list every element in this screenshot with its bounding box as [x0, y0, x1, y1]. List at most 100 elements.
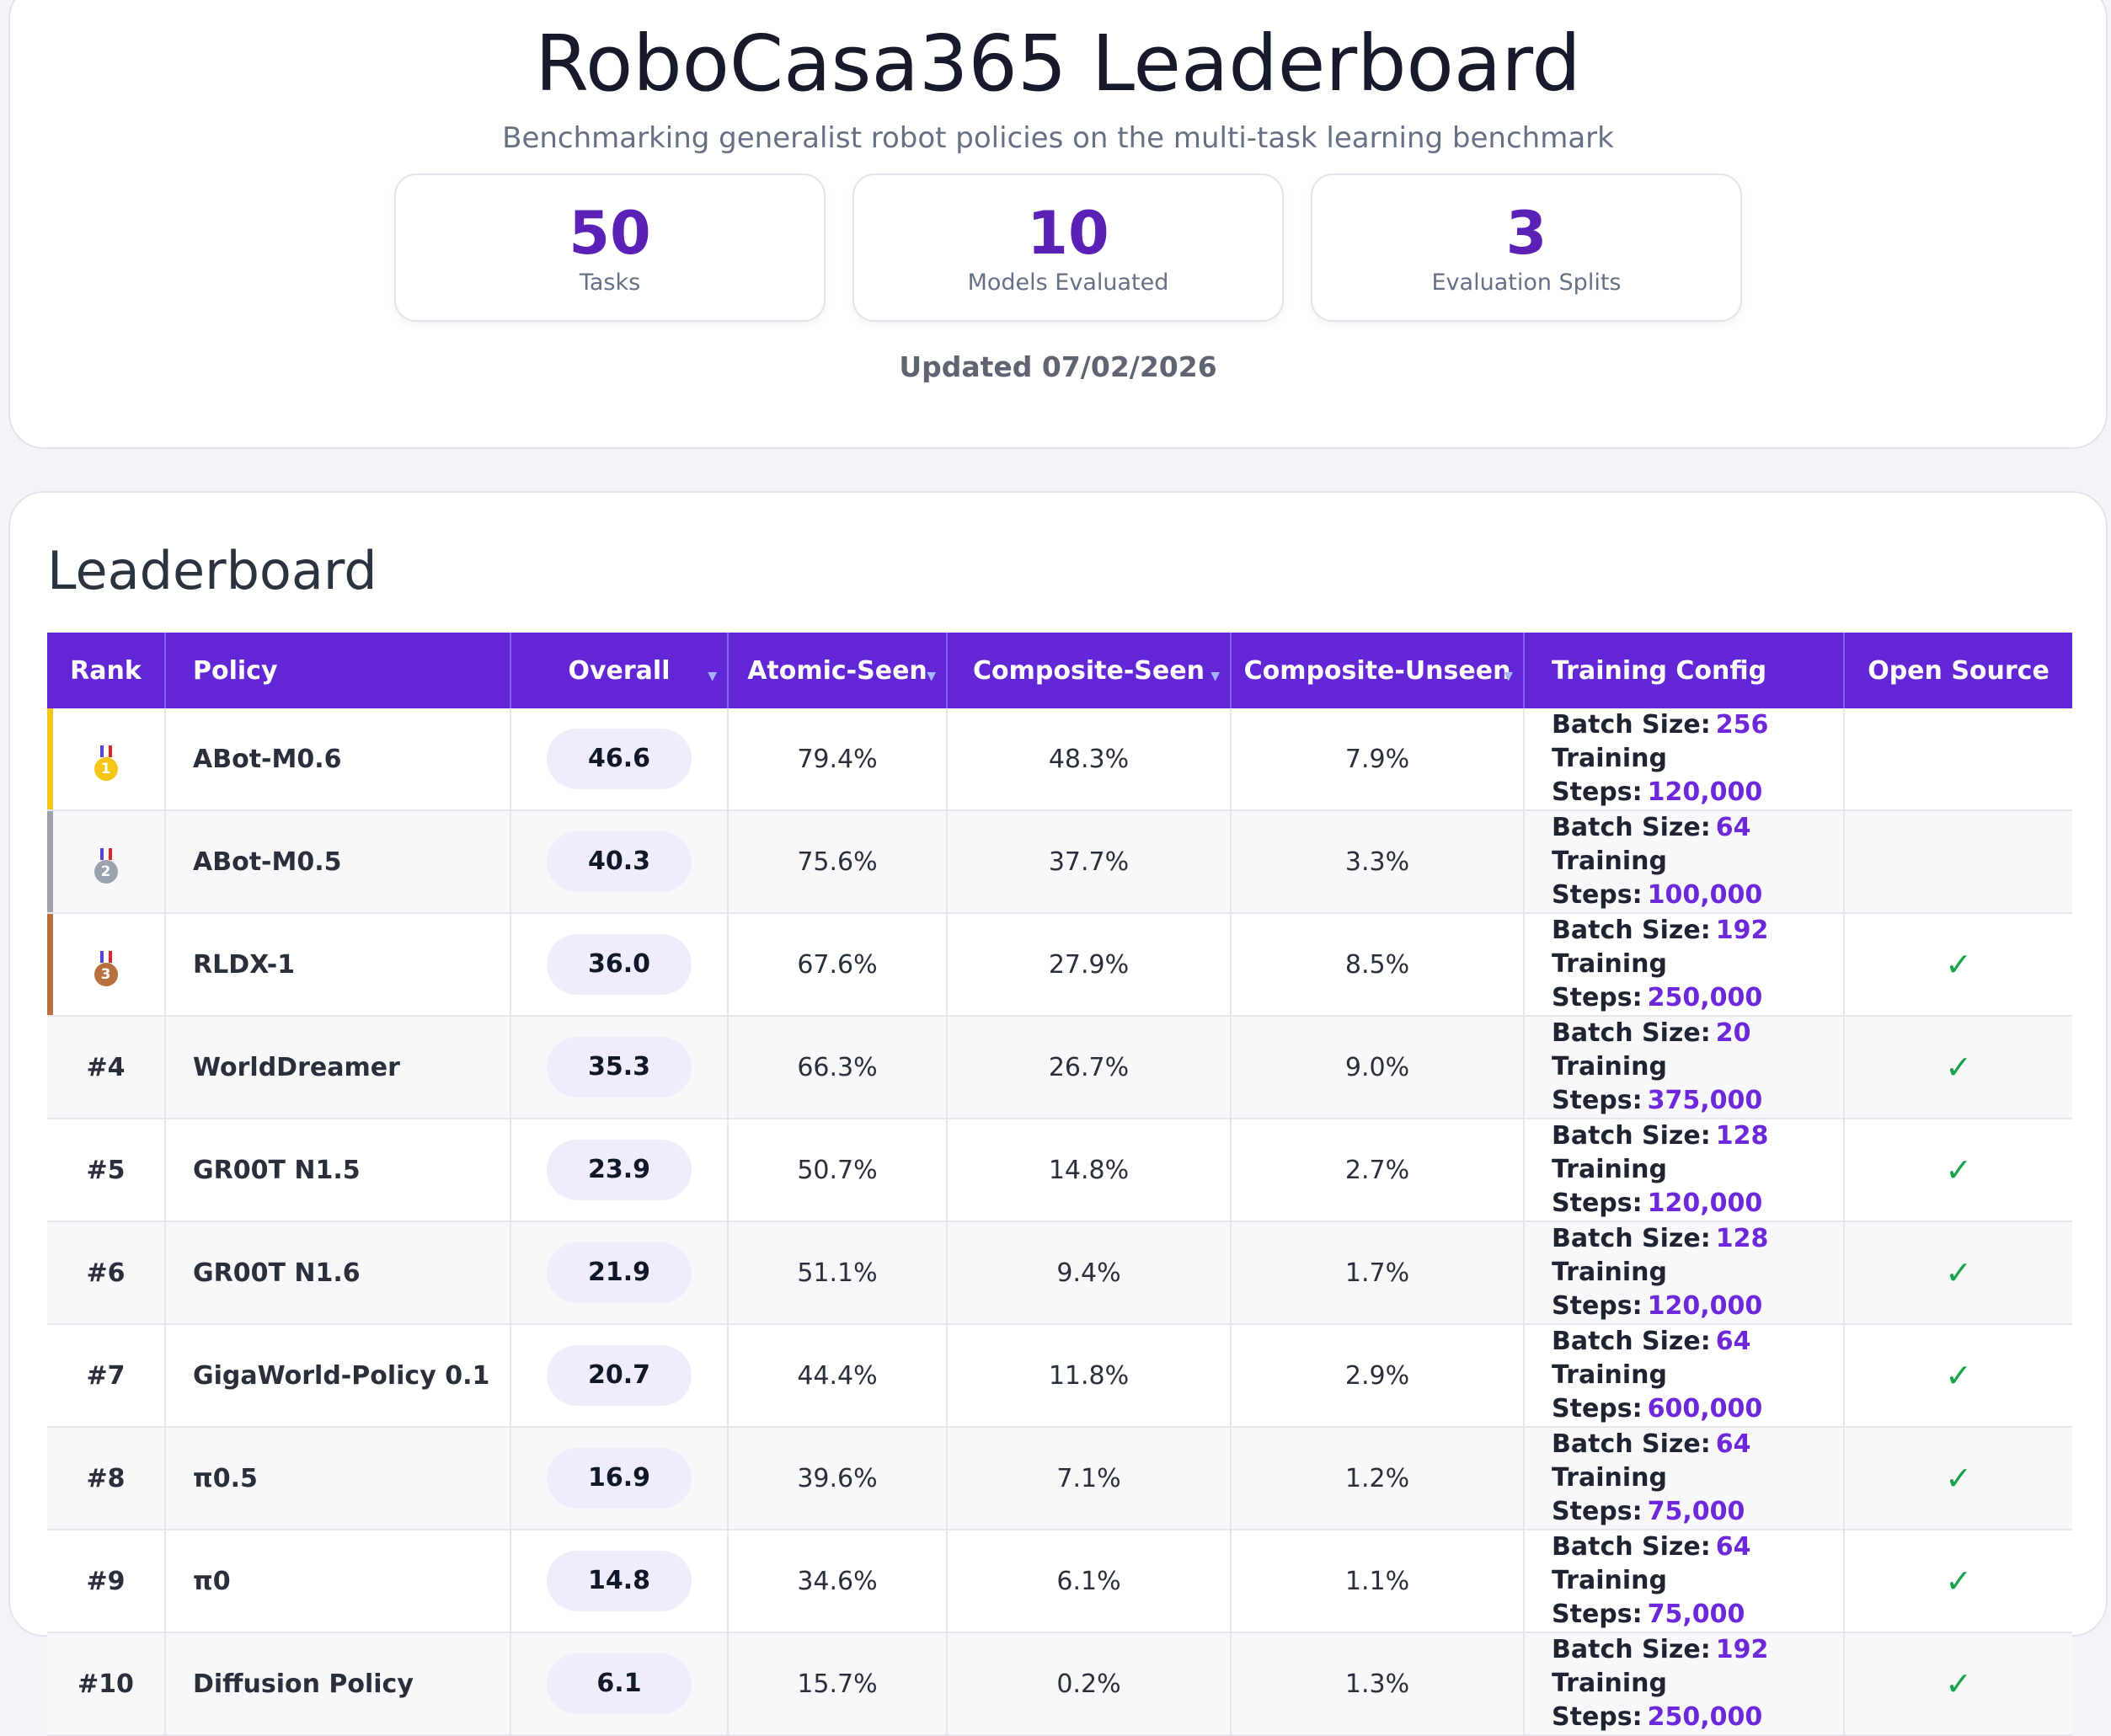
table-row[interactable]: #9 π0 14.8 34.6% 6.1% 1.1% Batch Size: 64 Traini…: [47, 1530, 2072, 1633]
policy-name[interactable]: π0: [165, 1530, 511, 1633]
stat-label: Evaluation Splits: [1431, 270, 1622, 296]
composite-seen-cell: 6.1%: [947, 1530, 1232, 1633]
sort-icon[interactable]: ▼: [927, 670, 936, 683]
policy-name[interactable]: GigaWorld-Policy 0.1: [165, 1324, 511, 1428]
open-source-cell: [1844, 708, 2072, 811]
column-header-policy: Policy: [165, 633, 511, 708]
leaderboard-table: Rank Policy Overall ▼ Atomic-Seen ▼ Comp…: [47, 633, 2072, 1736]
table-row[interactable]: 2 ABot-M0.5 40.3 75.6% 37.7% 3.3% Batch Size: 6…: [47, 810, 2072, 914]
batch-size-value: 64: [1715, 1532, 1751, 1562]
overall-score-badge: 14.8: [547, 1551, 692, 1611]
policy-name[interactable]: WorldDreamer: [165, 1016, 511, 1119]
batch-size-value: 64: [1715, 1429, 1751, 1459]
batch-size-label: Batch Size:: [1552, 813, 1711, 842]
overall-score-badge: 36.0: [547, 934, 692, 995]
medal-rank-number: 3: [100, 966, 111, 983]
column-header-label: Composite-Seen: [973, 655, 1205, 686]
sort-desc-icon[interactable]: ▼: [708, 670, 717, 683]
training-steps-line: Training Steps: 600,000: [1552, 1359, 1843, 1426]
stat-value: 50: [569, 199, 651, 268]
rank-accent-bar: [47, 914, 53, 1015]
rank-cell: 3: [47, 913, 166, 1017]
overall-cell: 35.3: [510, 1016, 729, 1119]
column-header-open-source: Open Source: [1844, 633, 2072, 708]
table-row[interactable]: #8 π0.5 16.9 39.6% 7.1% 1.2% Batch Size: 64 Trai…: [47, 1427, 2072, 1530]
overall-score-badge: 40.3: [547, 831, 692, 892]
batch-size-value: 128: [1715, 1224, 1769, 1253]
atomic-seen-cell: 50.7%: [728, 1119, 948, 1222]
checkmark-icon: ✓: [1945, 1357, 1972, 1394]
training-config-cell: Batch Size: 64 Training Steps: 100,000: [1524, 810, 1845, 914]
composite-unseen-cell: 3.3%: [1231, 810, 1525, 914]
header-card: RoboCasa365 Leaderboard Benchmarking gen…: [8, 0, 2108, 449]
table-row[interactable]: #10 Diffusion Policy 6.1 15.7% 0.2% 1.3% Batch…: [47, 1632, 2072, 1736]
composite-seen-cell: 27.9%: [947, 913, 1232, 1017]
column-header-composite-unseen[interactable]: Composite-Unseen ▼: [1231, 633, 1525, 708]
table-row[interactable]: #7 GigaWorld-Policy 0.1 20.7 44.4% 11.8% 2.9%…: [47, 1324, 2072, 1428]
batch-size-line: Batch Size: 192: [1552, 914, 1843, 948]
column-header-label: Overall: [568, 655, 671, 686]
overall-cell: 23.9: [510, 1119, 729, 1222]
composite-unseen-cell: 2.7%: [1231, 1119, 1525, 1222]
composite-unseen-cell: 9.0%: [1231, 1016, 1525, 1119]
sort-icon[interactable]: ▼: [1210, 670, 1220, 683]
policy-name[interactable]: GR00T N1.6: [165, 1221, 511, 1325]
batch-size-value: 192: [1715, 1635, 1769, 1664]
leaderboard-card: Leaderboard Rank Policy Overall ▼ Atomic…: [8, 491, 2108, 1736]
batch-size-line: Batch Size: 64: [1552, 1428, 1843, 1461]
policy-name[interactable]: ABot-M0.5: [165, 810, 511, 914]
sort-icon[interactable]: ▼: [1504, 670, 1513, 683]
batch-size-label: Batch Size:: [1552, 1327, 1711, 1356]
stat-card-models: 10 Models Evaluated: [852, 174, 1284, 322]
atomic-seen-cell: 39.6%: [728, 1427, 948, 1530]
composite-unseen-cell: 1.2%: [1231, 1427, 1525, 1530]
training-steps-line: Training Steps: 75,000: [1552, 1564, 1843, 1632]
overall-cell: 46.6: [510, 708, 729, 811]
batch-size-value: 256: [1715, 710, 1769, 740]
medal-ribbon: [99, 951, 112, 963]
policy-name[interactable]: π0.5: [165, 1427, 511, 1530]
updated-date: Updated 07/02/2026: [899, 350, 1217, 383]
column-header-composite-seen[interactable]: Composite-Seen ▼: [947, 633, 1232, 708]
column-header-atomic-seen[interactable]: Atomic-Seen ▼: [728, 633, 948, 708]
table-row[interactable]: #4 WorldDreamer 35.3 66.3% 26.7% 9.0% Batch Si…: [47, 1016, 2072, 1119]
table-row[interactable]: #6 GR00T N1.6 21.9 51.1% 9.4% 1.7% Batch Size:…: [47, 1221, 2072, 1325]
stat-card-splits: 3 Evaluation Splits: [1311, 174, 1742, 322]
policy-name[interactable]: Diffusion Policy: [165, 1632, 511, 1736]
open-source-cell: ✓: [1844, 1016, 2072, 1119]
open-source-cell: ✓: [1844, 1632, 2072, 1736]
bronze-medal-icon: 3: [94, 951, 118, 986]
overall-score-badge: 20.7: [547, 1345, 692, 1406]
medal-ribbon: [99, 745, 112, 757]
overall-cell: 16.9: [510, 1427, 729, 1530]
rank-cell: #4: [47, 1016, 166, 1119]
training-steps-line: Training Steps: 250,000: [1552, 1667, 1843, 1734]
column-header-overall[interactable]: Overall ▼: [510, 633, 729, 708]
stat-label: Tasks: [579, 270, 641, 296]
rank-number: #10: [77, 1669, 134, 1699]
batch-size-label: Batch Size:: [1552, 1224, 1711, 1253]
composite-unseen-cell: 2.9%: [1231, 1324, 1525, 1428]
composite-unseen-cell: 7.9%: [1231, 708, 1525, 811]
composite-seen-cell: 11.8%: [947, 1324, 1232, 1428]
batch-size-label: Batch Size:: [1552, 710, 1711, 740]
training-config-cell: Batch Size: 64 Training Steps: 75,000: [1524, 1427, 1845, 1530]
rank-cell: 1: [47, 708, 166, 811]
overall-score-badge: 35.3: [547, 1037, 692, 1098]
training-config-cell: Batch Size: 256 Training Steps: 120,000: [1524, 708, 1845, 811]
batch-size-value: 64: [1715, 813, 1751, 842]
batch-size-line: Batch Size: 64: [1552, 1530, 1843, 1564]
policy-name[interactable]: RLDX-1: [165, 913, 511, 1017]
table-row[interactable]: 3 RLDX-1 36.0 67.6% 27.9% 8.5% Batch Size: 192 T…: [47, 913, 2072, 1017]
batch-size-label: Batch Size:: [1552, 1121, 1711, 1151]
medal-rank-number: 2: [100, 863, 111, 880]
table-row[interactable]: #5 GR00T N1.5 23.9 50.7% 14.8% 2.7% Batch Size…: [47, 1119, 2072, 1222]
rank-accent-bar: [47, 811, 53, 912]
policy-name[interactable]: ABot-M0.6: [165, 708, 511, 811]
atomic-seen-cell: 34.6%: [728, 1530, 948, 1633]
table-row[interactable]: 1 ABot-M0.6 46.6 79.4% 48.3% 7.9% Batch Size: 2…: [47, 708, 2072, 811]
policy-name[interactable]: GR00T N1.5: [165, 1119, 511, 1222]
rank-cell: #8: [47, 1427, 166, 1530]
batch-size-value: 20: [1715, 1018, 1751, 1048]
column-header-label: Composite-Unseen: [1243, 655, 1511, 686]
